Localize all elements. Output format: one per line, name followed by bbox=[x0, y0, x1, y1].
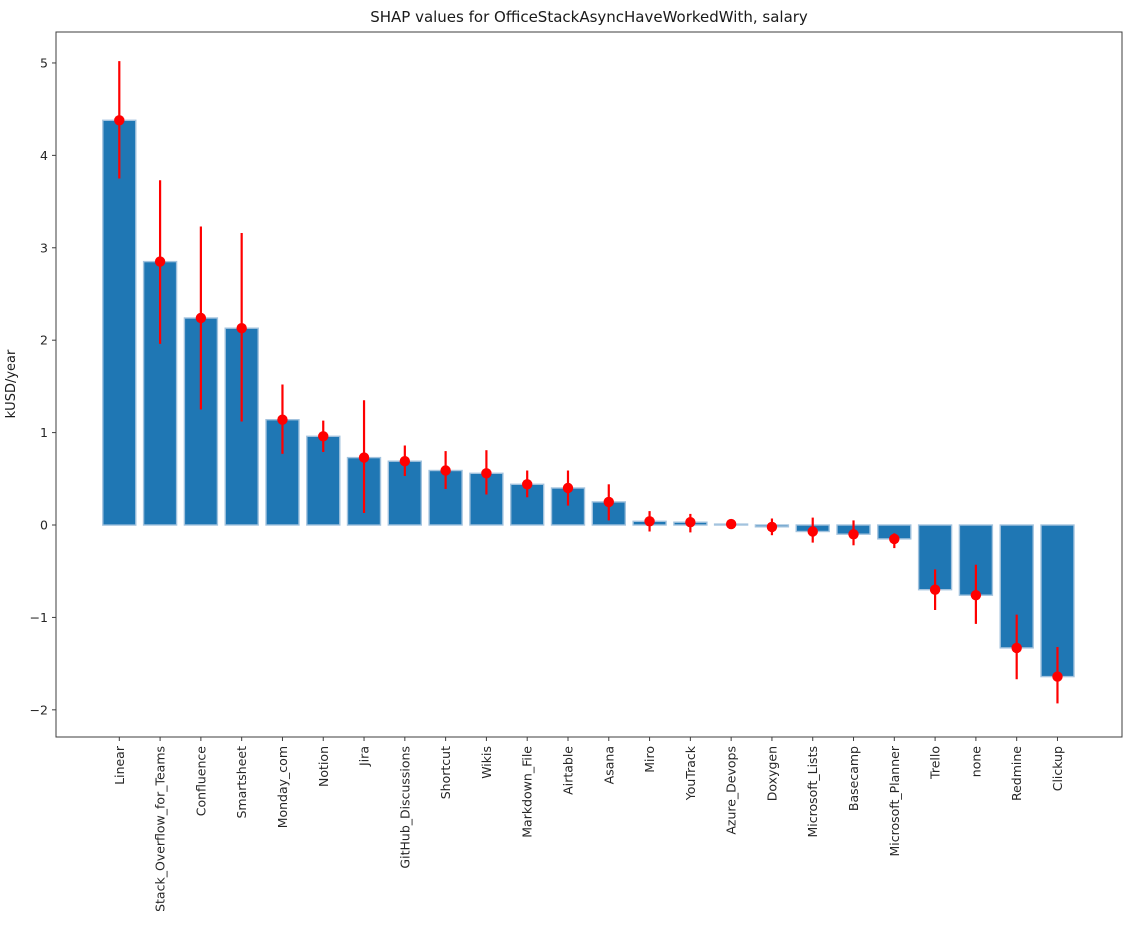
mean-dot bbox=[114, 115, 125, 126]
x-tick-label: Clickup bbox=[1050, 746, 1065, 791]
x-tick-label: Notion bbox=[316, 746, 331, 787]
x-tick-label: Doxygen bbox=[764, 746, 779, 801]
mean-dot bbox=[889, 533, 900, 545]
x-tick-label: YouTrack bbox=[683, 745, 698, 801]
chart-title: SHAP values for OfficeStackAsyncHaveWork… bbox=[370, 8, 808, 26]
bar bbox=[469, 472, 504, 526]
bar bbox=[102, 119, 137, 526]
x-tick-label: Basecamp bbox=[846, 746, 861, 811]
mean-dot bbox=[1011, 642, 1022, 654]
x-tick-label: Wikis bbox=[479, 746, 494, 779]
mean-dot bbox=[1052, 671, 1063, 682]
x-tick-label: Smartsheet bbox=[234, 746, 249, 819]
x-tick-label: Azure_Devops bbox=[724, 746, 739, 835]
bar bbox=[306, 435, 341, 526]
y-axis-label: kUSD/year bbox=[4, 349, 19, 418]
mean-dot bbox=[236, 323, 247, 334]
x-tick-label: Microsoft_Planner bbox=[887, 745, 902, 856]
mean-dot bbox=[685, 517, 696, 528]
y-tick-label: 5 bbox=[40, 55, 48, 70]
x-tick-label: Airtable bbox=[560, 746, 575, 795]
mean-dot bbox=[195, 312, 207, 324]
mean-dot bbox=[766, 521, 778, 533]
x-tick-label: Confluence bbox=[193, 746, 208, 817]
plot-border bbox=[55, 31, 1123, 738]
x-tick-label: Stack_Overflow_for_Teams bbox=[153, 746, 168, 912]
plot-area: 5 4 3 2 1 0 −1 −2 Linear Stack_Overflow_for_Teams… bbox=[30, 31, 1123, 912]
y-tick-label: −1 bbox=[30, 610, 48, 625]
y-tick-label: 4 bbox=[40, 148, 48, 163]
mean-dot bbox=[848, 529, 859, 540]
mean-dot bbox=[807, 526, 818, 537]
x-tick-label: Microsoft_Lists bbox=[805, 746, 820, 838]
x-tick-label: Linear bbox=[112, 745, 127, 785]
x-tick-label: Redmine bbox=[1009, 746, 1024, 801]
mean-dot bbox=[277, 414, 288, 425]
x-tick-label: Markdown_File bbox=[520, 746, 535, 838]
mean-dot bbox=[522, 479, 533, 490]
x-tick-label: GitHub_Discussions bbox=[397, 746, 412, 869]
mean-dot bbox=[154, 256, 166, 267]
mean-dot bbox=[358, 452, 370, 463]
y-tick-label: 0 bbox=[40, 518, 48, 533]
y-tick-label: −2 bbox=[30, 702, 48, 717]
bar bbox=[265, 419, 300, 526]
mean-dot bbox=[399, 456, 411, 467]
x-tick-label: Miro bbox=[642, 746, 657, 773]
x-tick-label: Shortcut bbox=[438, 746, 453, 799]
mean-dot bbox=[603, 496, 614, 508]
mean-dot bbox=[562, 482, 574, 494]
x-tick-label: Monday_com bbox=[275, 746, 290, 828]
x-tick-label: Jira bbox=[357, 746, 372, 767]
mean-dot bbox=[970, 590, 982, 601]
y-tick-label: 2 bbox=[40, 333, 48, 348]
x-tick-label: Trello bbox=[928, 746, 943, 780]
x-tick-label: none bbox=[968, 746, 983, 777]
mean-dot bbox=[929, 584, 941, 595]
mean-dot bbox=[644, 516, 655, 527]
mean-dot bbox=[318, 431, 329, 442]
y-tick-label: 3 bbox=[40, 240, 48, 255]
y-tick-label: 1 bbox=[40, 425, 48, 440]
x-tick-label: Asana bbox=[601, 746, 616, 784]
mean-dot bbox=[481, 468, 492, 479]
mean-dot bbox=[725, 518, 737, 530]
mean-dot bbox=[440, 465, 451, 476]
